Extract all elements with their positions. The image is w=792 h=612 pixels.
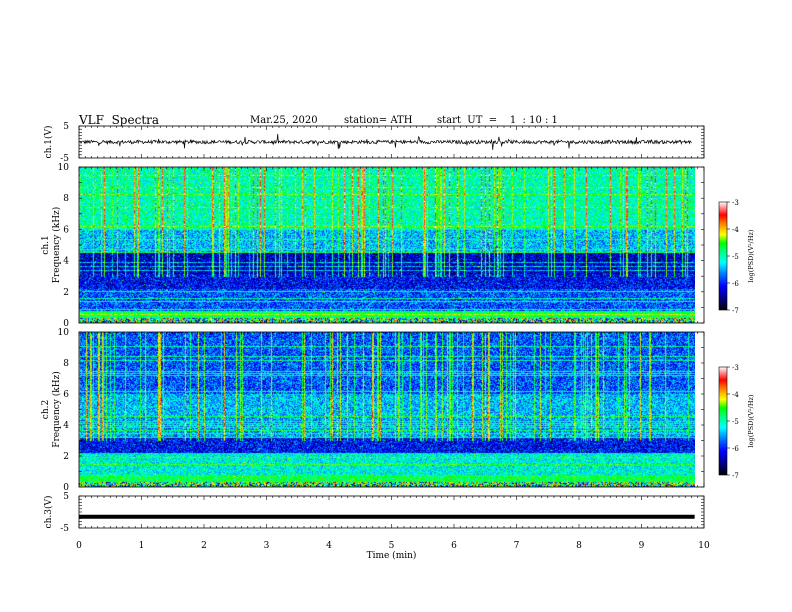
ch2-spectrogram-tick-label: 10 [58,328,70,338]
ch2-spectrogram-colorbar-tick-label: -7 [732,472,739,480]
ch1-spectrogram-tick-label: 4 [63,257,69,267]
date-label: Mar.25, 2020 [250,115,318,126]
ch3-waveform-tick-label: -5 [60,524,69,534]
ch2-spectrogram-tick-label: 4 [63,421,69,431]
ch1-spectrogram-tick-label: 10 [58,163,70,173]
ch2-spectrogram-ylabel: Frequency (kHz) [51,371,62,448]
x-tick-label: 8 [576,541,582,551]
ch2-spectrogram-image [79,332,695,487]
ch3-waveform-tick-label: 5 [63,492,69,502]
ch2-spectrogram-colorbar-tick-label: -3 [732,364,739,372]
ch1-spectrogram-colorbar [718,201,728,311]
ch1-spectrogram-tick-label: 6 [63,225,69,235]
ch2-spectrogram-colorbar [718,366,728,476]
x-tick-label: 1 [139,541,145,551]
ch1-spectrogram-colorbar-tick-label: -7 [732,307,739,315]
ch2-spectrogram-tick-label: 0 [63,483,69,493]
ch1-waveform-line [78,133,692,150]
ch3-waveform-frame [78,495,705,529]
station-label: station= ATH [344,115,413,126]
ch1-spectrogram-tick-label: 0 [63,319,69,329]
ch2-spectrogram-channel-label: ch.2 [41,400,51,419]
chart-title: VLF Spectra [79,113,160,127]
ch1-spectrogram-colorbar-label: log(PSD)(V²/Hz) [747,229,755,282]
ch2-spectrogram-colorbar-label: log(PSD)(V²/Hz) [747,394,755,447]
x-tick-label: 6 [451,541,457,551]
ch1-spectrogram-colorbar-tick-label: -5 [732,253,739,261]
ch1-spectrogram-colorbar-tick-label: -3 [732,199,739,207]
x-tick-label: 5 [389,541,395,551]
ch2-spectrogram-tick-label: 8 [63,359,69,369]
ch1-waveform-ylabel: ch.1(V) [43,126,54,159]
ch1-waveform-tick-label: -5 [60,154,69,164]
ch1-spectrogram-tick-label: 8 [63,194,69,204]
ch2-spectrogram-colorbar-tick-label: -5 [732,418,739,426]
start-time-label: start UT = 1 : 10 : 1 [437,115,558,126]
ch1-spectrogram-colorbar-tick-label: -4 [732,226,739,234]
ch1-waveform-tick-label: 5 [63,122,69,132]
ch2-spectrogram-tick-label: 2 [63,452,69,462]
ch1-spectrogram-image [79,167,695,323]
x-tick-label: 3 [264,541,270,551]
ch2-spectrogram-tick-label: 6 [63,390,69,400]
x-tick-label: 9 [639,541,645,551]
ch1-spectrogram-colorbar-tick-label: -6 [732,280,739,288]
ch2-spectrogram-colorbar-tick-label: -6 [732,445,739,453]
x-tick-label: 0 [76,541,82,551]
ch1-spectrogram-tick-label: 2 [63,288,69,298]
ch2-spectrogram-colorbar-tick-label: -4 [732,391,739,399]
x-tick-label: 7 [514,541,520,551]
ch1-spectrogram-ylabel: Frequency (kHz) [51,207,62,284]
x-tick-label: 10 [698,541,710,551]
ch1-spectrogram-channel-label: ch.1 [41,235,51,254]
x-tick-label: 4 [326,541,332,551]
x-tick-label: 2 [201,541,207,551]
ch3-waveform-ylabel: ch.3(V) [43,496,54,529]
x-axis-label: Time (min) [367,550,417,561]
